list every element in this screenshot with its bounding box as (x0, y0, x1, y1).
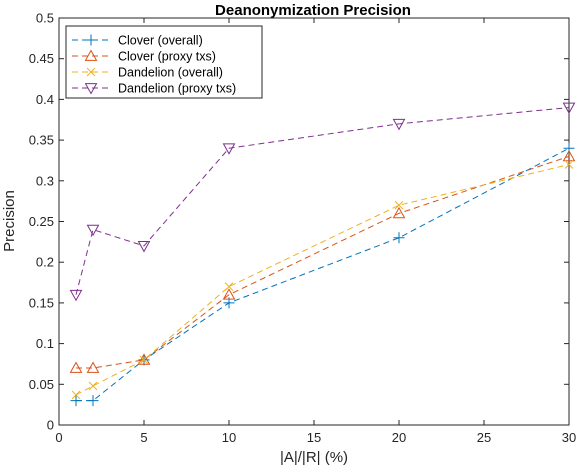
y-axis-title: Precision (1, 190, 18, 252)
series-dandelion-overall (71, 160, 574, 400)
triangle-up-marker (69, 361, 83, 373)
triangle-down-marker (69, 289, 83, 302)
triangle-up-marker (137, 353, 151, 365)
x-tick-label: 15 (307, 430, 321, 445)
y-tick-label: 0.2 (36, 255, 54, 270)
y-tick-label: 0.5 (36, 11, 54, 26)
legend-label: Dandelion (overall) (118, 66, 223, 80)
series-layer (69, 102, 576, 407)
triangle-up-marker (562, 149, 576, 162)
x-marker (394, 200, 404, 210)
x-marker (86, 67, 96, 77)
triangle-up-marker (392, 206, 406, 219)
legend-label: Clover (proxy txs) (118, 50, 216, 64)
plus-marker (70, 395, 82, 407)
legend-box (65, 25, 263, 99)
y-tick-label: 0.4 (36, 92, 54, 107)
triangle-down-marker (86, 224, 100, 237)
triangle-up-marker (84, 49, 98, 61)
x-tick-label: 5 (140, 430, 147, 445)
plus-marker (85, 34, 97, 46)
y-tick-label: 0.05 (29, 377, 54, 392)
y-tick-label: 0.35 (29, 133, 54, 148)
x-tick-label: 25 (477, 430, 491, 445)
x-axis: 0 5 10 15 20 25 30 (55, 18, 576, 445)
chart-title: Deanonymization Precision (215, 2, 411, 19)
legend-label: Clover (overall) (118, 34, 203, 48)
x-tick-label: 10 (222, 430, 236, 445)
triangle-down-marker (137, 241, 151, 253)
legend-item: Dandelion (overall) (72, 66, 223, 80)
x-marker (224, 282, 234, 291)
x-marker (564, 160, 574, 169)
x-marker (88, 381, 98, 391)
y-tick-label: 0.1 (36, 336, 54, 351)
y-tick-label: 0.3 (36, 173, 54, 188)
triangle-down-marker (392, 118, 406, 131)
series-dandelion-proxy-txs (69, 102, 576, 302)
x-marker (71, 390, 81, 400)
y-tick-label: 0.25 (29, 214, 54, 229)
plus-marker (87, 395, 99, 407)
triangle-up-marker (222, 288, 236, 300)
x-tick-label: 20 (392, 430, 406, 445)
y-tick-label: 0.15 (29, 295, 54, 310)
triangle-down-marker (84, 83, 98, 95)
y-axis: 0 0.05 0.1 0.15 0.2 0.25 0.3 0.35 0.4 0.45 0.5 (29, 11, 569, 433)
x-tick-label: 30 (562, 430, 576, 445)
y-tick-label: 0 (47, 418, 54, 433)
series-line (75, 107, 570, 295)
legend-item: Clover (overall) (72, 34, 203, 48)
legend-item: Clover (proxy txs) (72, 49, 216, 64)
triangle-down-marker (222, 143, 236, 155)
series-clover-proxy-txs (69, 149, 576, 373)
x-axis-title: |A|/|R| (%) (280, 449, 348, 466)
legend-item: Dandelion (proxy txs) (72, 82, 236, 96)
triangle-up-marker (86, 361, 100, 373)
series-line (75, 164, 570, 396)
plus-marker (393, 232, 405, 244)
triangle-down-marker (562, 102, 576, 115)
legend-label: Dandelion (proxy txs) (118, 82, 236, 96)
legend: Clover (overall) Clover (proxy txs) Dandel… (65, 25, 263, 99)
x-marker (139, 355, 149, 365)
x-tick-label: 0 (55, 430, 62, 445)
y-tick-label: 0.45 (29, 51, 54, 66)
